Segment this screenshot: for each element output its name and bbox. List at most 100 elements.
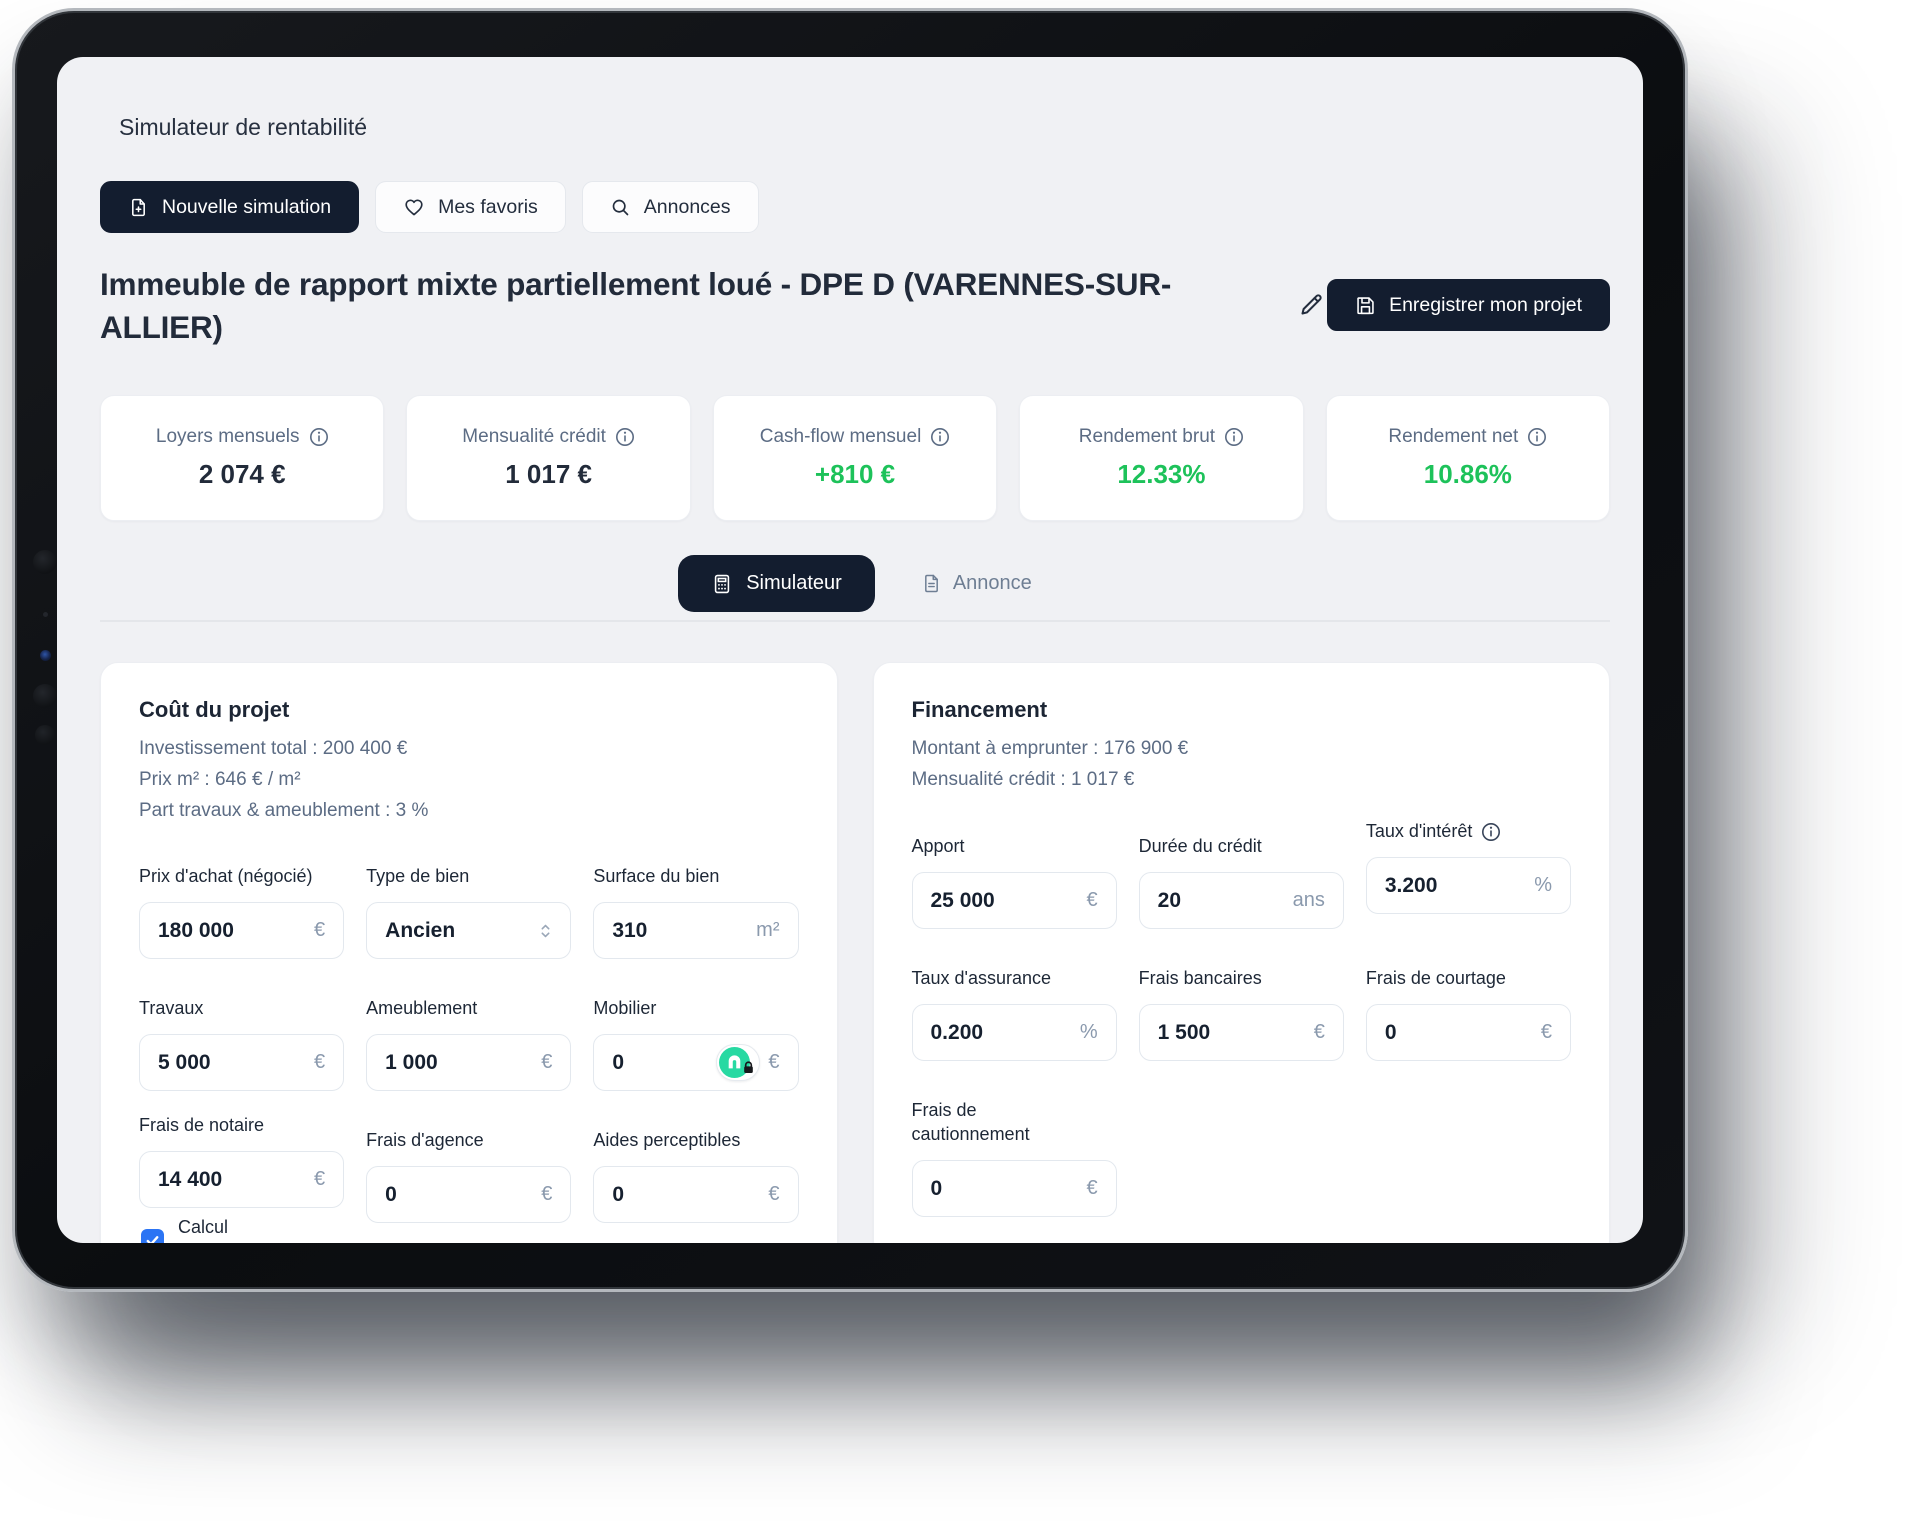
field-frais-cautionnement: Frais de cautionnement 0 €: [911, 1098, 1117, 1217]
auto-calc-row: Calcul automatique: [141, 1214, 799, 1243]
mobilier-input[interactable]: 0: [593, 1034, 799, 1091]
field-aides: Aides perceptibles 0 €: [593, 1128, 799, 1223]
camera-sensor-icon: [33, 684, 57, 708]
section-divider: [100, 620, 1610, 622]
taux-assurance-input[interactable]: 0.200 %: [911, 1004, 1117, 1061]
toolbar: Nouvelle simulation Mes favoris Annonces: [100, 181, 1610, 233]
frais-courtage-input[interactable]: 0 €: [1365, 1004, 1571, 1061]
page-title: Simulateur de rentabilité: [119, 114, 368, 140]
kpi-value: 10.86%: [1423, 459, 1512, 489]
frais-bancaires-input[interactable]: 1 500 €: [1138, 1004, 1344, 1061]
field-taux-interet: Taux d'intérêt 3.200 %: [1365, 819, 1571, 929]
summary-line: Part travaux & ameublement : 3 %: [139, 800, 429, 821]
field-mobilier: Mobilier 0: [593, 996, 799, 1091]
app-screen: Simulateur de rentabilité Nouvelle simul…: [57, 57, 1643, 1243]
summary-line: Montant à emprunter : 176 900 €: [911, 738, 1189, 759]
tablet-device-frame: Simulateur de rentabilité Nouvelle simul…: [12, 8, 1688, 1292]
auto-calc-label: Calcul automatique: [178, 1217, 229, 1237]
search-icon: [610, 197, 631, 218]
apport-input[interactable]: 25 000 €: [911, 872, 1117, 929]
camera-lens-icon: [40, 650, 51, 661]
field-frais-bancaires: Frais bancaires 1 500 €: [1138, 966, 1344, 1061]
info-icon[interactable]: [309, 427, 329, 447]
save-project-button[interactable]: Enregistrer mon projet: [1327, 279, 1610, 331]
duree-credit-input[interactable]: 20 ans: [1138, 872, 1344, 929]
info-icon[interactable]: [930, 427, 950, 447]
cost-panel-title: Coût du projet: [139, 697, 290, 722]
surface-input[interactable]: 310 m²: [593, 902, 799, 959]
frais-cautionnement-input[interactable]: 0 €: [911, 1160, 1117, 1217]
summary-line: Prix m² : 646 € / m²: [139, 769, 301, 790]
financing-panel-title: Financement: [911, 697, 1048, 722]
kpi-card-rendement-net: Rendement net 10.86%: [1325, 395, 1611, 521]
info-icon[interactable]: [615, 427, 635, 447]
listings-label: Annonces: [643, 195, 731, 218]
kpi-value: 12.33%: [1117, 459, 1206, 489]
field-frais-notaire: Frais de notaire 14 400 €: [139, 1113, 345, 1223]
travaux-input[interactable]: 5 000 €: [139, 1034, 345, 1091]
summary-line: Mensualité crédit : 1 017 €: [911, 769, 1135, 790]
file-plus-icon: [128, 197, 149, 218]
field-type-de-bien: Type de bien Ancien: [366, 864, 572, 959]
kpi-card-rendement-brut: Rendement brut 12.33%: [1019, 395, 1304, 521]
info-icon[interactable]: [1224, 427, 1244, 447]
view-tabs: Simulateur Annonce: [100, 555, 1610, 612]
cost-panel: Coût du projet Investissement total : 20…: [100, 662, 838, 1243]
listings-button[interactable]: Annonces: [581, 181, 759, 233]
tab-annonce-label: Annonce: [952, 572, 1032, 594]
chevron-up-down-icon: [539, 921, 552, 941]
password-manager-autofill-badge[interactable]: [716, 1044, 761, 1081]
favorites-button[interactable]: Mes favoris: [375, 181, 566, 233]
frais-notaire-input[interactable]: 14 400 €: [139, 1151, 345, 1208]
field-prix-achat: Prix d'achat (négocié) 180 000 €: [139, 864, 345, 959]
simulator-app: Simulateur de rentabilité Nouvelle simul…: [57, 57, 1643, 1243]
camera-sensor-icon: [35, 725, 55, 745]
auto-calc-checkbox[interactable]: [141, 1228, 164, 1243]
ameublement-input[interactable]: 1 000 €: [366, 1034, 572, 1091]
taux-interet-input[interactable]: 3.200 %: [1365, 857, 1571, 914]
save-project-label: Enregistrer mon projet: [1389, 293, 1582, 316]
kpi-value: 2 074 €: [198, 459, 286, 489]
favorites-label: Mes favoris: [438, 195, 538, 218]
field-apport: Apport 25 000 €: [911, 834, 1117, 929]
front-camera-icon: [33, 550, 57, 574]
kpi-label: Rendement net: [1388, 426, 1547, 448]
kpi-value: 1 017 €: [505, 459, 592, 489]
frais-agence-input[interactable]: 0 €: [366, 1166, 572, 1223]
info-icon[interactable]: [1527, 427, 1547, 447]
field-taux-assurance: Taux d'assurance 0.200 %: [911, 966, 1117, 1061]
financing-panel-summary: Montant à emprunter : 176 900 € Mensuali…: [912, 733, 1572, 795]
kpi-card-mensualite: Mensualité crédit 1 017 €: [406, 395, 691, 521]
info-icon[interactable]: [1481, 822, 1501, 842]
new-simulation-button[interactable]: Nouvelle simulation: [100, 181, 360, 233]
kpi-label: Rendement brut: [1079, 426, 1244, 448]
calculator-icon: [711, 573, 733, 595]
edit-title-button[interactable]: [1296, 289, 1327, 320]
summary-line: Investissement total : 200 400 €: [139, 738, 408, 759]
new-simulation-label: Nouvelle simulation: [162, 195, 332, 218]
tab-simulateur[interactable]: Simulateur: [678, 555, 875, 612]
financing-panel: Financement Montant à emprunter : 176 90…: [872, 662, 1610, 1243]
prix-achat-input[interactable]: 180 000 €: [139, 902, 345, 959]
cost-fields-grid: Prix d'achat (négocié) 180 000 € Type de…: [139, 864, 799, 1223]
field-duree-credit: Durée du crédit 20 ans: [1138, 834, 1344, 929]
field-frais-courtage: Frais de courtage 0 €: [1365, 966, 1571, 1061]
check-icon: [145, 1233, 160, 1243]
nordpass-icon: [719, 1047, 751, 1078]
field-ameublement: Ameublement 1 000 €: [366, 996, 572, 1091]
type-de-bien-select[interactable]: Ancien: [366, 902, 572, 959]
document-icon: [921, 573, 942, 594]
kpi-card-loyers: Loyers mensuels 2 074 €: [100, 395, 385, 521]
aides-input[interactable]: 0 €: [593, 1166, 799, 1223]
financing-fields-grid: Apport 25 000 € Durée du crédit 20 ans: [911, 821, 1571, 1217]
field-travaux: Travaux 5 000 €: [139, 996, 345, 1091]
tab-annonce[interactable]: Annonce: [921, 572, 1032, 595]
camera-dot-icon: [43, 612, 48, 617]
panels-row: Coût du projet Investissement total : 20…: [100, 662, 1610, 1243]
save-icon: [1355, 295, 1376, 316]
lock-icon: [741, 1060, 756, 1075]
project-title: Immeuble de rapport mixte partiellement …: [100, 266, 1172, 345]
field-frais-agence: Frais d'agence 0 €: [366, 1128, 572, 1223]
field-surface: Surface du bien 310 m²: [593, 864, 799, 959]
kpi-label: Loyers mensuels: [156, 426, 329, 448]
